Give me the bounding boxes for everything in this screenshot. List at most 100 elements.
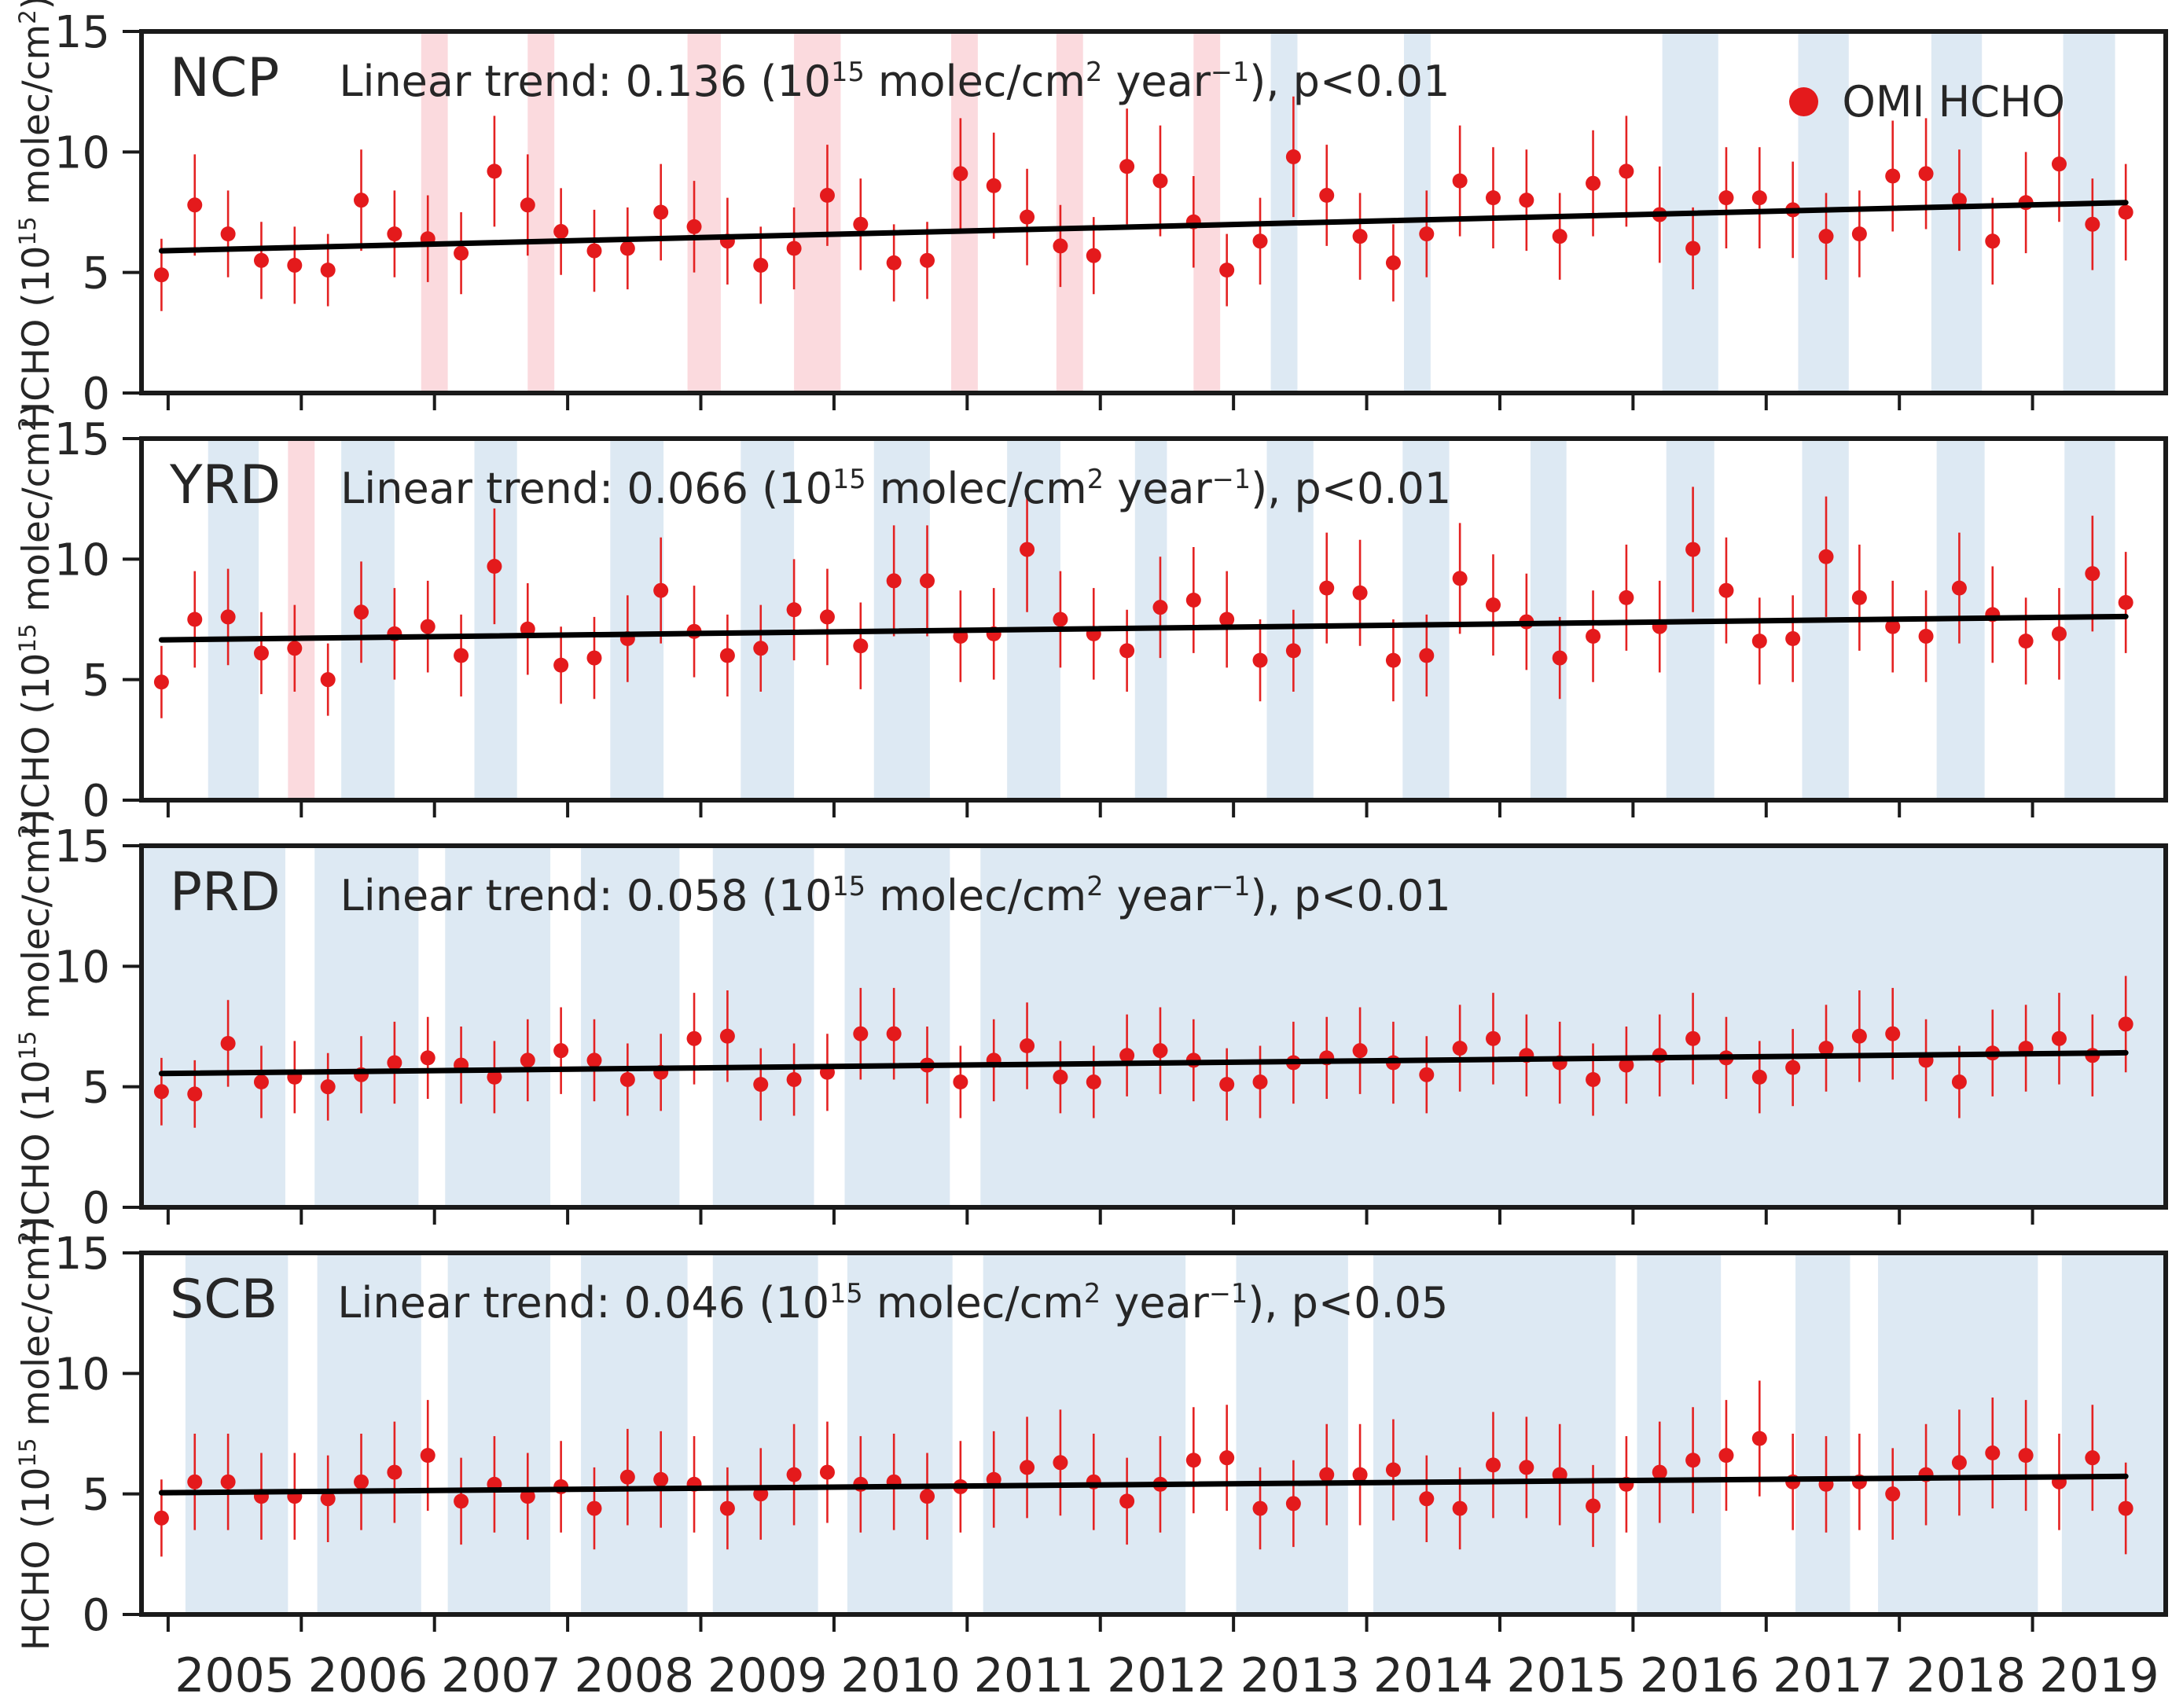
data-point [1586, 1498, 1601, 1514]
panel-scb: HCHO (1015 molec/cm2) 0 5 10 15 2005 2006 2007… [0, 1217, 2172, 1703]
data-point [1519, 193, 1534, 208]
data-point [1419, 648, 1435, 663]
data-point [320, 1079, 336, 1095]
data-point [1352, 1467, 1368, 1482]
shaded-band-blue [1134, 439, 1167, 800]
data-point [454, 245, 469, 261]
trend-annotation: Linear trend: 0.058 (1015 molec/cm2 year… [340, 871, 1451, 920]
data-point [786, 1467, 802, 1482]
data-point [819, 188, 835, 204]
data-point [1619, 1057, 1634, 1073]
data-point [1951, 580, 1967, 596]
x-tick-label: 2019 [2039, 1648, 2159, 1703]
shaded-band-blue [980, 846, 2166, 1207]
data-point [1385, 1462, 1401, 1478]
data-point [1419, 226, 1435, 242]
data-point [686, 1030, 702, 1046]
data-point [354, 604, 369, 620]
data-point [1352, 585, 1368, 601]
data-point [2051, 156, 2067, 172]
data-point [1385, 255, 1401, 270]
region-label: NCP [170, 47, 280, 109]
data-point [1485, 1457, 1501, 1473]
data-point [1885, 1486, 1901, 1502]
data-point [1285, 149, 1301, 164]
data-point [1285, 643, 1301, 659]
data-point [320, 1491, 336, 1507]
plot-frame [139, 1251, 2168, 1617]
data-point [953, 1074, 968, 1090]
chart-ncp: 0 5 10 15 [54, 7, 2168, 420]
shaded-band-blue [712, 846, 814, 1207]
y-axis-label: HCHO (1015 molec/cm2) [14, 0, 58, 430]
x-tick-label: 2005 [175, 1648, 295, 1703]
y-tick-label: 15 [54, 1229, 110, 1280]
data-point [454, 1493, 469, 1509]
data-point [1985, 233, 2001, 249]
data-point [520, 1052, 535, 1068]
x-tick-label: 2018 [1906, 1648, 2027, 1703]
x-tick-label: 2010 [840, 1648, 961, 1703]
data-point [619, 241, 635, 256]
data-point [1352, 1043, 1368, 1059]
shaded-band-blue [1795, 1253, 1850, 1614]
shaded-band-pink [951, 31, 978, 393]
data-point [2085, 216, 2100, 232]
trend-line [158, 200, 2129, 254]
data-point [187, 1474, 203, 1489]
data-point [1985, 1445, 2001, 1461]
shaded-band-blue [1266, 439, 1314, 800]
data-point [953, 166, 968, 182]
data-point [1751, 634, 1767, 649]
data-point [1419, 1067, 1435, 1082]
data-point [853, 216, 869, 232]
data-point [1185, 1453, 1201, 1468]
shaded-band-blue [185, 1253, 288, 1614]
data-point [753, 1077, 769, 1093]
shaded-band-pink [421, 31, 448, 393]
data-point [2118, 1500, 2133, 1516]
data-point [853, 1026, 869, 1041]
data-point [1718, 190, 1734, 206]
shaded-band-blue [1236, 1253, 1348, 1614]
data-point [1751, 1069, 1767, 1085]
shaded-band-blue [341, 439, 395, 800]
panel-prd: HCHO (1015 molec/cm2) 0 5 10 15 PRD Linear … [0, 810, 2172, 1243]
data-point [1619, 163, 1634, 179]
data-point [1452, 1041, 1468, 1056]
data-point [1685, 241, 1701, 256]
data-point [420, 1448, 436, 1464]
data-point [753, 641, 769, 656]
data-point [1718, 1448, 1734, 1464]
shaded-band-blue [1007, 439, 1060, 800]
data-point [487, 559, 502, 575]
chart-yrd: 0 5 10 15 [54, 414, 2168, 827]
data-point [1851, 590, 1867, 605]
data-point [1020, 542, 1035, 557]
data-point [553, 224, 569, 240]
data-point [1785, 631, 1801, 647]
data-point [1119, 643, 1135, 659]
data-point [1053, 1069, 1068, 1085]
data-point [1086, 1074, 1101, 1090]
data-point [1119, 1493, 1135, 1509]
shaded-band-blue [741, 439, 795, 800]
data-point [1252, 652, 1268, 668]
data-point [1020, 209, 1035, 225]
data-point [287, 641, 303, 656]
panel-yrd: HCHO (1015 molec/cm2) 0 5 10 15 YRD Linear … [0, 402, 2172, 836]
legend-label: OMI HCHO [1842, 77, 2065, 127]
data-point [1252, 233, 1268, 249]
data-point [819, 1464, 835, 1480]
x-tick-label: 2013 [1240, 1648, 1360, 1703]
data-point [1951, 1455, 1967, 1471]
data-point [719, 1500, 735, 1516]
data-point [1885, 1026, 1901, 1041]
y-tick-label: 0 [82, 1183, 110, 1234]
data-point [2018, 1448, 2034, 1464]
data-point [1152, 173, 1168, 189]
data-point [1086, 248, 1101, 263]
y-tick-label: 5 [82, 248, 110, 299]
